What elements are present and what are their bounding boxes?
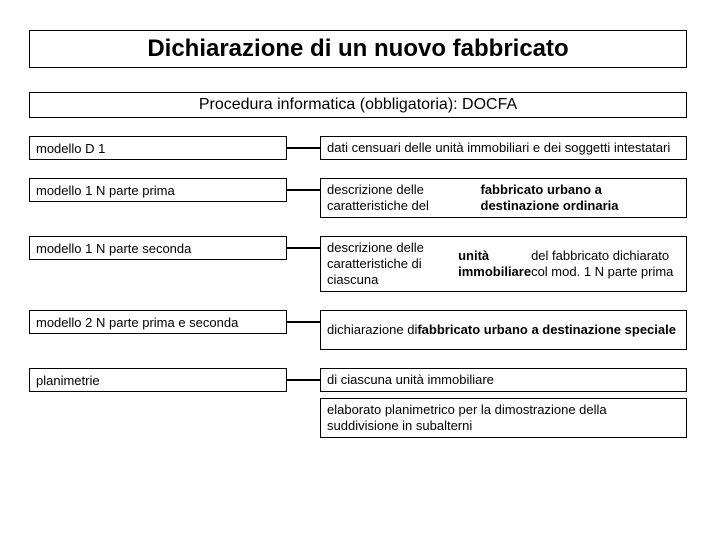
page-subtitle: Procedura informatica (obbligatoria): DO… bbox=[29, 92, 687, 118]
model-desc-1: descrizione delle caratteristiche del fa… bbox=[320, 178, 687, 218]
model-label-4: planimetrie bbox=[29, 368, 287, 392]
model-desc-4-extra: elaborato planimetrico per la dimostrazi… bbox=[320, 398, 687, 438]
connector-3 bbox=[287, 321, 320, 323]
connector-4 bbox=[287, 379, 320, 381]
connector-2 bbox=[287, 247, 320, 249]
model-desc-2: descrizione delle caratteristiche di cia… bbox=[320, 236, 687, 292]
model-label-0: modello D 1 bbox=[29, 136, 287, 160]
model-label-1: modello 1 N parte prima bbox=[29, 178, 287, 202]
connector-0 bbox=[287, 147, 320, 149]
page-title: Dichiarazione di un nuovo fabbricato bbox=[29, 30, 687, 68]
model-label-3: modello 2 N parte prima e seconda bbox=[29, 310, 287, 334]
model-desc-0: dati censuari delle unità immobiliari e … bbox=[320, 136, 687, 160]
model-desc-4: di ciascuna unità immobiliare bbox=[320, 368, 687, 392]
connector-1 bbox=[287, 189, 320, 191]
model-label-2: modello 1 N parte seconda bbox=[29, 236, 287, 260]
model-desc-3: dichiarazione di fabbricato urbano a des… bbox=[320, 310, 687, 350]
